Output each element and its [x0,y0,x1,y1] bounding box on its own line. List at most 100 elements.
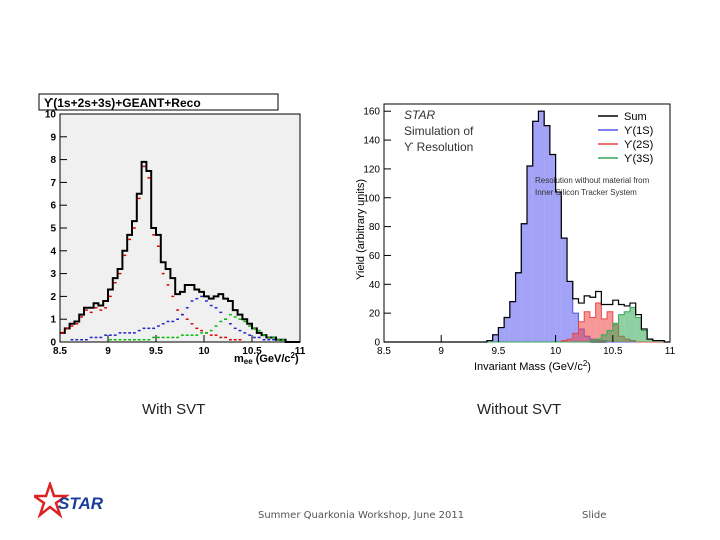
y-tick-label: 0 [374,338,380,349]
right-annotation-line-3: ϒ Resolution [404,140,473,154]
right-axis-ticks: 8.5 9 9.5 10 10.5 11 0 20 40 60 80 100 120 140 160 [363,107,675,357]
histogram-bar [641,330,648,342]
y-tick-label: 9 [50,132,56,143]
x-tick-label: 10.5 [242,346,262,357]
y-tick-label: 0 [50,338,56,349]
histogram-bar [561,340,568,342]
footer-slide-label: Slide [582,510,607,521]
star-logo: STAR [34,482,104,519]
x-tick-label: 8.5 [53,346,67,357]
histogram-bar [486,340,493,342]
y-tick-label: 60 [369,251,381,262]
histogram-bar [549,154,556,342]
histogram-bar [595,339,602,342]
x-tick-label: 9.5 [149,346,163,357]
histogram-bar [527,166,533,342]
histogram-bar [607,311,613,342]
histogram-bar [658,340,665,342]
y-tick-label: 80 [369,222,381,233]
series-Sum [60,160,300,343]
y-tick-label: 140 [363,136,380,147]
y-tick-label: 160 [363,107,380,118]
histogram-bar [509,301,516,342]
y-tick-label: 10 [45,110,57,121]
histogram-bar [624,311,630,342]
histogram-bar [612,323,619,342]
left-series-group [60,160,300,343]
right-y-axis-label: Yield (arbitrary units) [355,179,367,280]
y-tick-label: 2 [50,292,56,303]
x-tick-label: 10 [198,346,210,357]
histogram-bar [544,125,550,342]
histogram-bar [584,311,590,342]
histogram-bar [618,314,625,342]
histogram-bar [589,317,596,342]
y-tick-label: 100 [363,193,380,204]
with-svt-caption: With SVT [142,401,206,418]
histogram-bar [635,317,642,342]
left-chart-title: ϒ(1s+2s+3s)+GEANT+Reco [44,96,201,110]
series-ϒ(2S) [70,295,275,341]
histogram-bar [504,317,510,342]
series-step-line [60,160,300,343]
without-svt-caption: Without SVT [477,401,562,418]
series-ϒ(1S) [61,165,242,341]
legend-label: Sum [624,111,647,123]
star-logo-text: STAR [58,494,104,513]
histogram-bar [521,223,527,342]
histogram-bar [652,340,659,342]
histogram-bar [561,238,568,342]
y-tick-label: 3 [50,269,56,280]
histogram-bar [572,333,579,342]
series-Sum [384,110,670,343]
y-tick-label: 40 [369,280,381,291]
legend-label: ϒ(3S) [624,153,653,165]
x-tick-label: 9.5 [491,346,505,357]
right-series-group [384,110,670,343]
histogram-bar [567,339,573,342]
x-tick-label: 11 [665,346,676,357]
histogram-bar [538,111,545,342]
left-chart-title-box [38,93,279,111]
without-svt-chart: 8.5 9 9.5 10 10.5 11 0 20 40 60 80 100 120 140 160 STA… [354,100,684,376]
footer-workshop: Summer Quarkonia Workshop, June 2011 [258,510,465,521]
y-tick-label: 1 [50,315,56,326]
histogram-bar [532,121,539,343]
x-tick-label: 10 [550,346,562,357]
y-tick-label: 8 [50,155,56,166]
histogram-bar [629,307,636,342]
with-svt-chart: ϒ(1s+2s+3s)+GEANT+Reco 8.5 9 9.5 10 10.5 1101… [36,92,308,370]
histogram-bar [601,334,608,342]
y-tick-label: 5 [50,224,56,235]
x-tick-label: 8.5 [377,346,391,357]
series-ϒ(3S) [109,313,285,341]
series-ϒ(1S) [384,110,670,343]
y-tick-label: 20 [369,309,381,320]
histogram-bar [515,272,522,342]
histogram-bar [647,339,653,342]
right-legend: Sum ϒ(1S) ϒ(2S) ϒ(3S) [598,111,653,165]
y-tick-label: 7 [50,178,56,189]
left-plot-frame [59,113,301,343]
y-tick-label: 120 [363,164,380,175]
star-logo-icon [34,482,70,519]
histogram-bar [589,340,596,342]
histogram-bar [498,327,505,342]
x-tick-label: 10.5 [603,346,623,357]
series-step-line [384,110,670,343]
x-tick-label: 9 [105,346,111,357]
histogram-bar [555,191,562,342]
right-note-line-2: Inner Silicon Tracker System [535,188,637,197]
legend-label: ϒ(1S) [624,125,653,137]
y-tick-label: 6 [50,201,56,212]
right-annotation-line-2: Simulation of [404,124,474,138]
left-axis-ticks: 8.5 9 9.5 10 10.5 11 0 1 2 3 4 5 6 7 8 9 10 [45,110,306,358]
y-tick-label: 4 [50,246,56,257]
histogram-bar [595,303,602,342]
left-x-axis-label: mee (GeV/c2) [234,351,299,366]
x-tick-label: 9 [438,346,444,357]
histogram-bar [601,318,608,342]
right-note-line-1: Resolution without material from [535,176,650,185]
legend-label: ϒ(2S) [624,139,653,151]
right-x-axis-label: Invariant Mass (GeV/c2) [474,359,591,373]
